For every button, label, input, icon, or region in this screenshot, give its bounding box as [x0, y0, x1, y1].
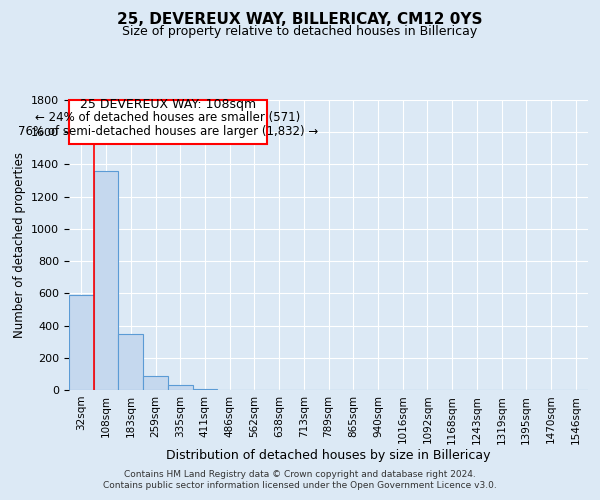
- Text: Contains public sector information licensed under the Open Government Licence v3: Contains public sector information licen…: [103, 481, 497, 490]
- Bar: [118, 334, 143, 390]
- Text: 25 DEVEREUX WAY: 108sqm: 25 DEVEREUX WAY: 108sqm: [80, 98, 256, 110]
- Text: Size of property relative to detached houses in Billericay: Size of property relative to detached ho…: [122, 25, 478, 38]
- FancyBboxPatch shape: [69, 100, 267, 144]
- Text: ← 24% of detached houses are smaller (571): ← 24% of detached houses are smaller (57…: [35, 111, 301, 124]
- X-axis label: Distribution of detached houses by size in Billericay: Distribution of detached houses by size …: [166, 449, 491, 462]
- Text: 76% of semi-detached houses are larger (1,832) →: 76% of semi-detached houses are larger (…: [18, 125, 318, 138]
- Bar: [168, 385, 193, 390]
- Bar: [94, 171, 118, 390]
- Y-axis label: Number of detached properties: Number of detached properties: [13, 152, 26, 338]
- Text: 25, DEVEREUX WAY, BILLERICAY, CM12 0YS: 25, DEVEREUX WAY, BILLERICAY, CM12 0YS: [117, 12, 483, 28]
- Bar: [143, 376, 168, 390]
- Bar: [193, 389, 217, 390]
- Text: Contains HM Land Registry data © Crown copyright and database right 2024.: Contains HM Land Registry data © Crown c…: [124, 470, 476, 479]
- Bar: [69, 295, 94, 390]
